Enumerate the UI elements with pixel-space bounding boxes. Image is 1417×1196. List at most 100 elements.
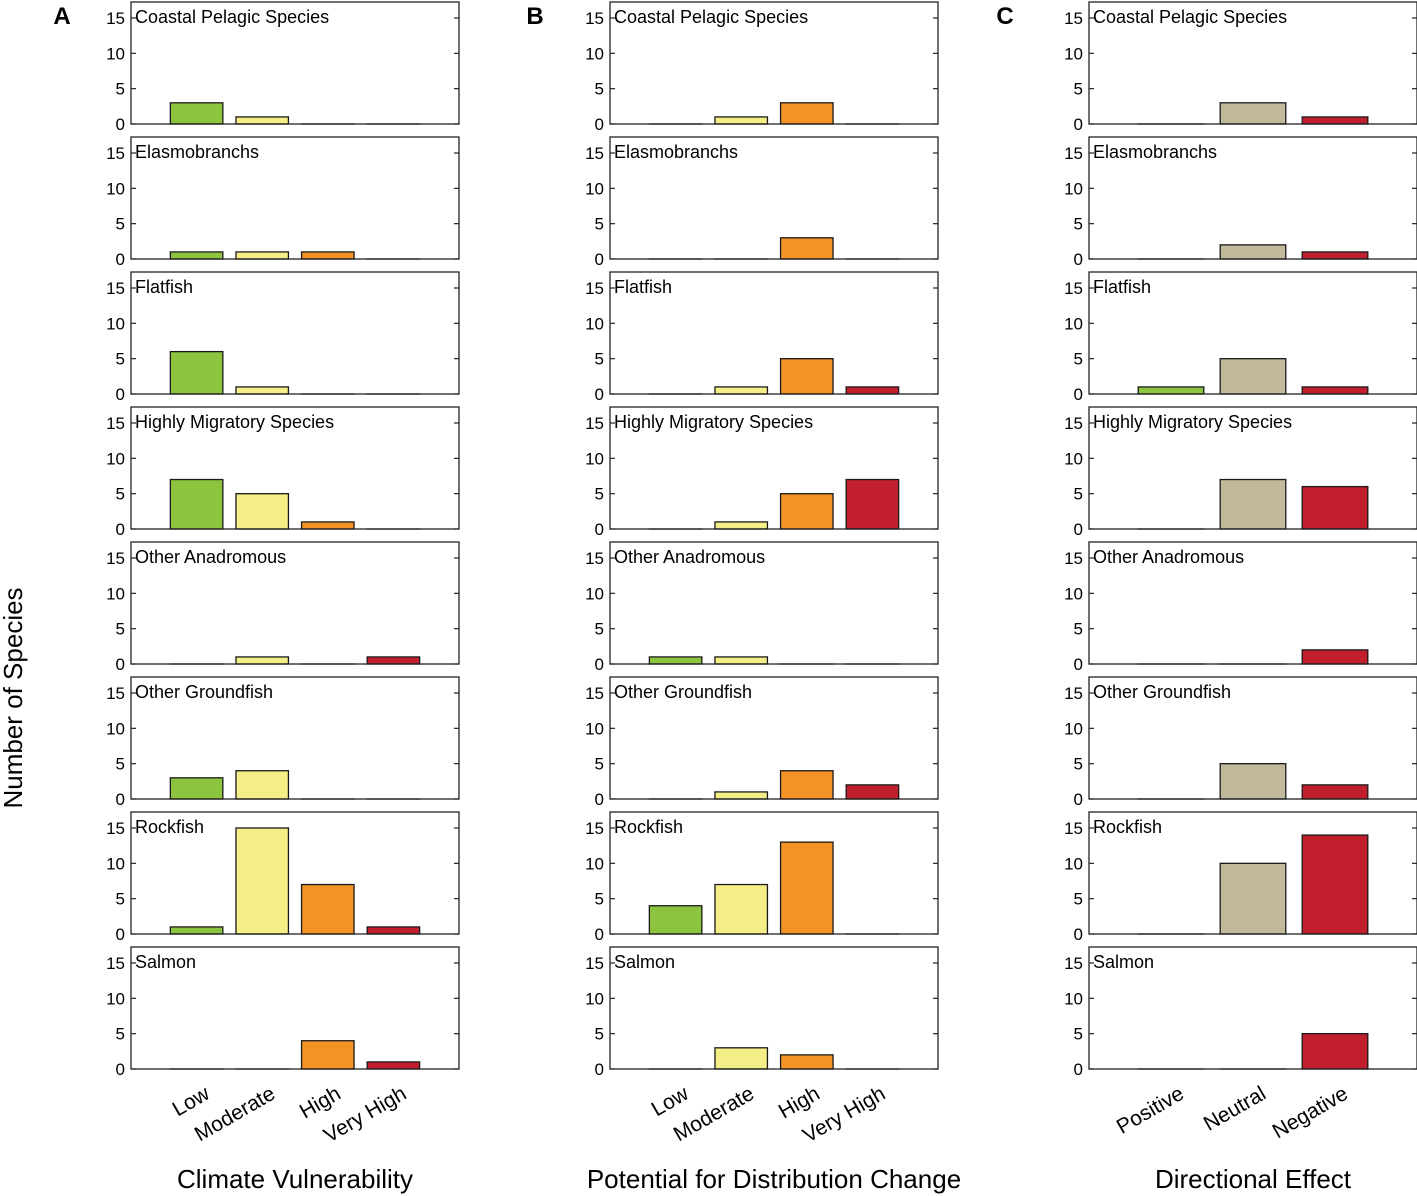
subplot-other-groundfish: 0 5 10 15 Other Groundfish (585, 676, 939, 809)
y-tick-label: 10 (106, 179, 125, 198)
subplot-highly-migratory-species: 0 5 10 15 Highly Migratory Species (585, 406, 939, 539)
bar-very-high (366, 926, 421, 935)
subplot-elasmobranchs: 0 5 10 15 Elasmobranchs (1064, 136, 1417, 269)
y-tick-label: 0 (116, 520, 125, 539)
bar-moderate (714, 883, 769, 935)
subplot-salmon: 0 5 10 15 Salmon (585, 946, 939, 1079)
bar-neutral (1219, 244, 1287, 260)
plot-frame (130, 1, 460, 125)
group-label: Highly Migratory Species (614, 412, 813, 432)
subplot-other-groundfish: 0 5 10 15 Other Groundfish (1064, 676, 1417, 809)
y-tick-label: 15 (106, 9, 125, 28)
plot-frame (609, 1, 939, 125)
subplot-flatfish: 0 5 10 15 Flatfish (106, 271, 460, 404)
y-tick-label: 10 (106, 44, 125, 63)
y-tick-label: 5 (116, 215, 125, 234)
y-tick-label: 15 (106, 279, 125, 298)
bar-moderate (235, 770, 290, 800)
plot-frame (609, 946, 939, 1070)
y-tick-label: 5 (595, 485, 604, 504)
y-tick-label: 10 (585, 449, 604, 468)
y-tick-label: 15 (585, 819, 604, 838)
subplot-rockfish: 0 5 10 15 Rockfish (106, 811, 460, 944)
y-tick-label: 15 (1064, 684, 1083, 703)
y-tick-label: 15 (585, 684, 604, 703)
plot-frame (130, 406, 460, 530)
y-tick-label: 5 (116, 890, 125, 909)
y-tick-label: 5 (1074, 80, 1083, 99)
plot-frame (1088, 136, 1417, 260)
y-axis-label: Number of Species (0, 587, 28, 808)
group-label: Other Groundfish (1093, 682, 1231, 702)
subplot-salmon: 0 5 10 15 Salmon (1064, 946, 1417, 1079)
bar-very-high (845, 386, 900, 395)
y-tick-label: 10 (1064, 179, 1083, 198)
y-tick-label: 5 (1074, 215, 1083, 234)
plot-frame (1088, 1, 1417, 125)
bar-neutral (1219, 862, 1287, 935)
y-tick-label: 0 (1074, 115, 1083, 134)
subplot-elasmobranchs: 0 5 10 15 Elasmobranchs (585, 136, 939, 269)
group-label: Highly Migratory Species (1093, 412, 1292, 432)
y-tick-label: 10 (585, 314, 604, 333)
bar-moderate (714, 656, 769, 665)
bar-high (779, 1054, 834, 1070)
subplot-flatfish: 0 5 10 15 Flatfish (585, 271, 939, 404)
group-label: Other Anadromous (614, 547, 765, 567)
x-category-label: Neutral (1200, 1082, 1270, 1136)
bar-moderate (235, 827, 290, 935)
plot-frame (1088, 946, 1417, 1070)
y-tick-label: 5 (595, 755, 604, 774)
plot-frame (130, 136, 460, 260)
y-tick-label: 10 (585, 44, 604, 63)
y-tick-label: 15 (585, 9, 604, 28)
y-tick-label: 0 (1074, 250, 1083, 269)
y-tick-label: 5 (595, 890, 604, 909)
x-category-label: Low (648, 1082, 694, 1122)
y-tick-label: 0 (595, 655, 604, 674)
group-label: Salmon (135, 952, 196, 972)
plot-frame (1088, 676, 1417, 800)
x-category-label: Positive (1113, 1082, 1188, 1139)
bar-positive (1137, 386, 1205, 395)
y-tick-label: 15 (106, 144, 125, 163)
bar-moderate (235, 656, 290, 665)
y-tick-label: 0 (1074, 790, 1083, 809)
group-label: Flatfish (614, 277, 672, 297)
y-tick-label: 10 (106, 854, 125, 873)
group-label: Salmon (614, 952, 675, 972)
bar-negative (1301, 834, 1369, 935)
y-tick-label: 15 (106, 549, 125, 568)
y-tick-label: 5 (1074, 350, 1083, 369)
subplot-coastal-pelagic-species: 0 5 10 15 Coastal Pelagic Species (1064, 1, 1417, 134)
y-tick-label: 15 (1064, 819, 1083, 838)
y-tick-label: 15 (1064, 279, 1083, 298)
plot-frame (130, 676, 460, 800)
panel-c: C 0 5 10 15 Coastal Pelagic Species 0 5 10 15 Elas… (996, 1, 1417, 1194)
plot-frame (1088, 406, 1417, 530)
bar-negative (1301, 784, 1369, 800)
bar-low (169, 478, 224, 530)
y-tick-label: 10 (106, 989, 125, 1008)
group-label: Other Anadromous (135, 547, 286, 567)
y-tick-label: 5 (116, 755, 125, 774)
subplot-other-groundfish: 0 5 10 15 Other Groundfish (106, 676, 460, 809)
panel-letter: C (996, 3, 1013, 30)
y-tick-label: 10 (106, 314, 125, 333)
bar-low (648, 656, 703, 665)
y-tick-label: 5 (116, 80, 125, 99)
bar-high (300, 1040, 355, 1070)
y-tick-label: 15 (106, 819, 125, 838)
panel-letter: A (53, 3, 70, 30)
y-tick-label: 10 (1064, 584, 1083, 603)
y-tick-label: 10 (106, 719, 125, 738)
y-tick-label: 0 (1074, 1060, 1083, 1079)
group-label: Rockfish (135, 817, 204, 837)
plot-frame (609, 541, 939, 665)
y-tick-label: 15 (1064, 954, 1083, 973)
plot-frame (130, 541, 460, 665)
bar-negative (1301, 485, 1369, 530)
y-tick-label: 15 (1064, 414, 1083, 433)
bar-high (300, 521, 355, 530)
bar-moderate (714, 116, 769, 125)
